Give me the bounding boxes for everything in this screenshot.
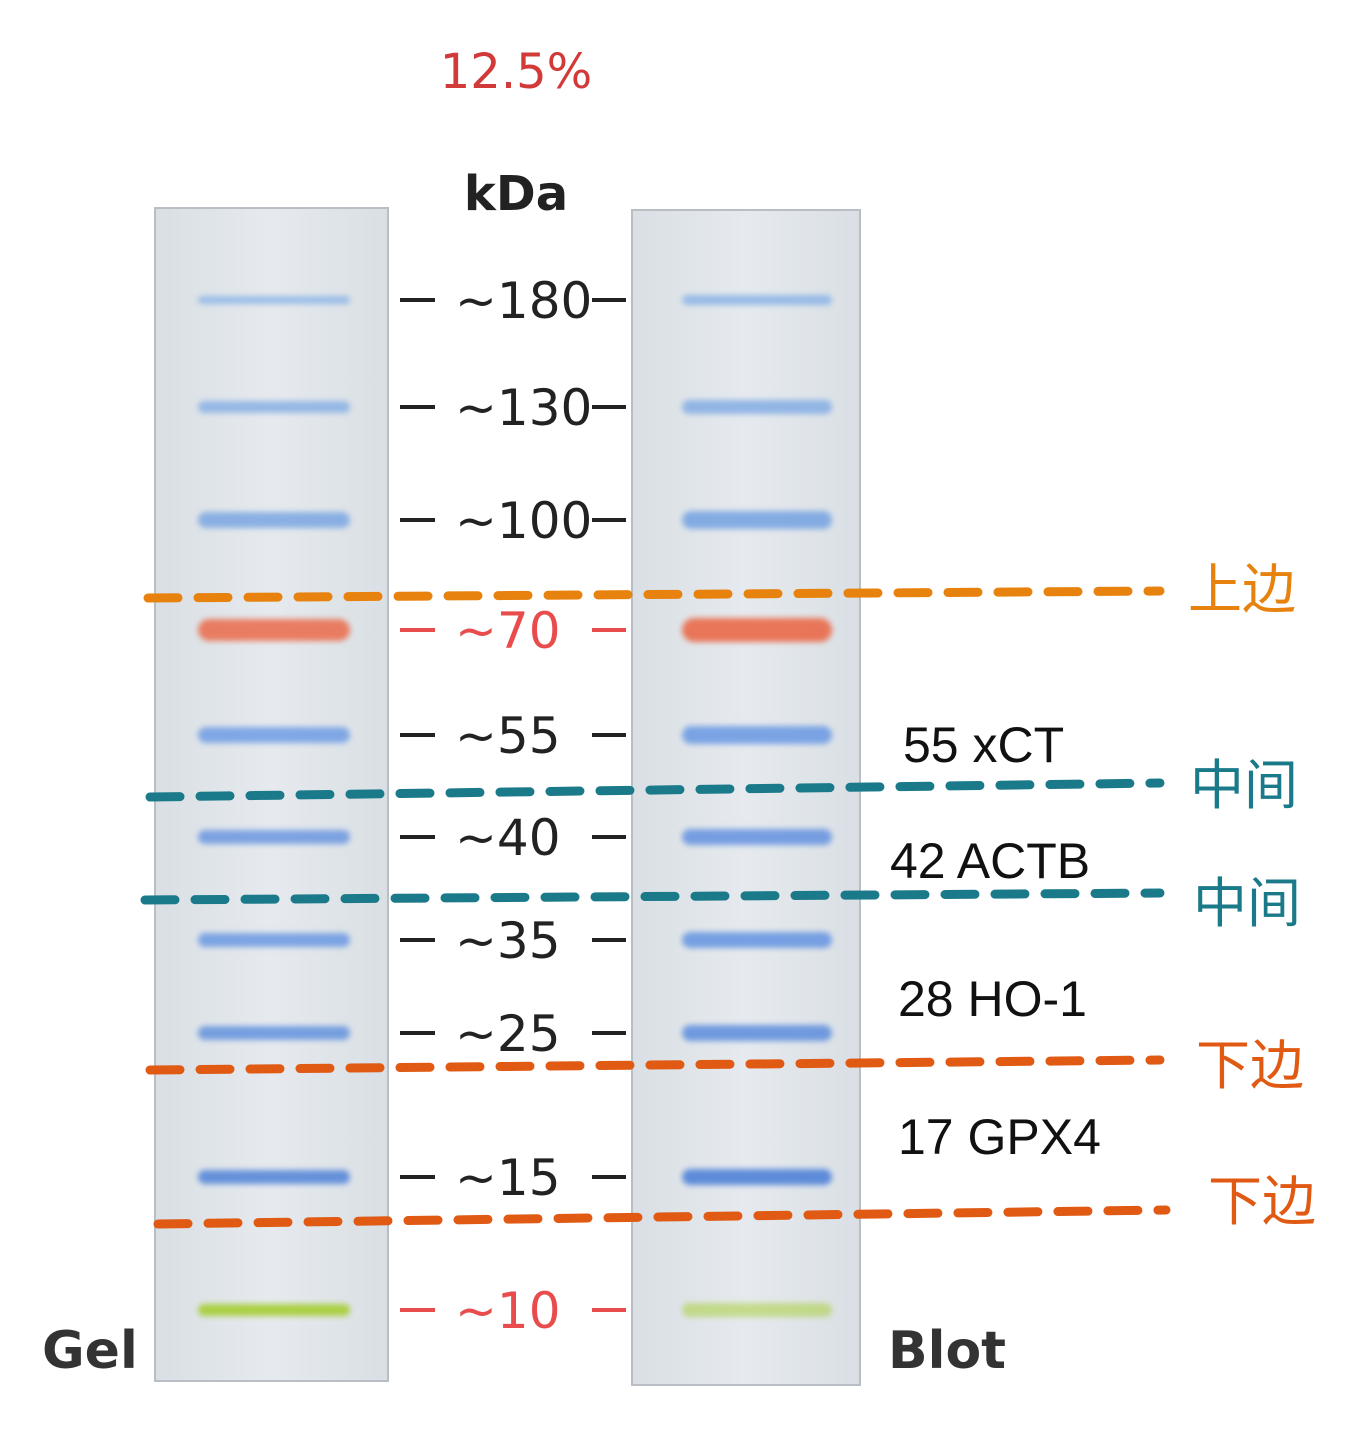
marker-label: ~130 (455, 379, 592, 437)
gel-band (198, 296, 350, 304)
blot-band (682, 618, 832, 642)
blot-band (682, 511, 832, 529)
target-protein-label: 17 GPX4 (898, 1109, 1101, 1165)
blot-band (682, 1303, 832, 1317)
blot-lane-label: Blot (888, 1321, 1006, 1381)
cut-line-label: 下边 (1196, 1034, 1304, 1097)
cut-line (140, 888, 1165, 905)
cut-line (145, 778, 1165, 802)
cut-line (153, 1205, 1171, 1229)
blot-band (682, 932, 832, 948)
gel-band (198, 727, 350, 743)
gel-lane-label: Gel (42, 1321, 138, 1381)
blot-band (682, 726, 832, 744)
gel-band (198, 1304, 350, 1316)
blot-band (682, 1169, 832, 1185)
gel-band (198, 1026, 350, 1040)
marker-label: ~35 (455, 912, 561, 970)
marker-label: ~70 (455, 602, 561, 660)
cut-line (143, 586, 1165, 603)
marker-label: ~40 (455, 809, 561, 867)
marker-label: ~25 (455, 1005, 561, 1063)
cut-line-label: 上边 (1188, 558, 1296, 621)
blot-lane (631, 209, 861, 1386)
blot-band (682, 400, 832, 414)
gel-band (198, 619, 350, 641)
gel-band (198, 1170, 350, 1184)
blot-band (682, 829, 832, 845)
marker-label: ~15 (455, 1149, 561, 1207)
gel-band (198, 401, 350, 413)
target-protein-label: 55 xCT (903, 717, 1064, 773)
cut-line-label: 中间 (1190, 754, 1298, 817)
cut-line-label: 下边 (1208, 1170, 1316, 1233)
target-protein-label: 42 ACTB (890, 833, 1090, 889)
marker-labels: ~180 ~130 ~100 ~70 ~55 ~40 ~35 ~25 ~15 ~10 (400, 272, 626, 1340)
gel-band (198, 830, 350, 844)
blot-band (682, 1025, 832, 1041)
target-labels: 55 xCT 42 ACTB 28 HO-1 17 GPX4 (890, 717, 1101, 1165)
gel-band (198, 512, 350, 528)
marker-label: ~180 (455, 272, 592, 330)
gel-percentage-label: 12.5% (440, 44, 592, 100)
blot-band (682, 295, 832, 305)
gel-band (198, 933, 350, 947)
marker-label: ~10 (455, 1282, 561, 1340)
unit-label: kDa (464, 166, 568, 222)
target-protein-label: 28 HO-1 (898, 971, 1087, 1027)
ladder-bands (198, 295, 832, 1317)
cut-line-label: 中间 (1193, 872, 1301, 935)
cut-line (145, 1055, 1165, 1075)
marker-label: ~100 (455, 492, 592, 550)
marker-label: ~55 (455, 707, 561, 765)
